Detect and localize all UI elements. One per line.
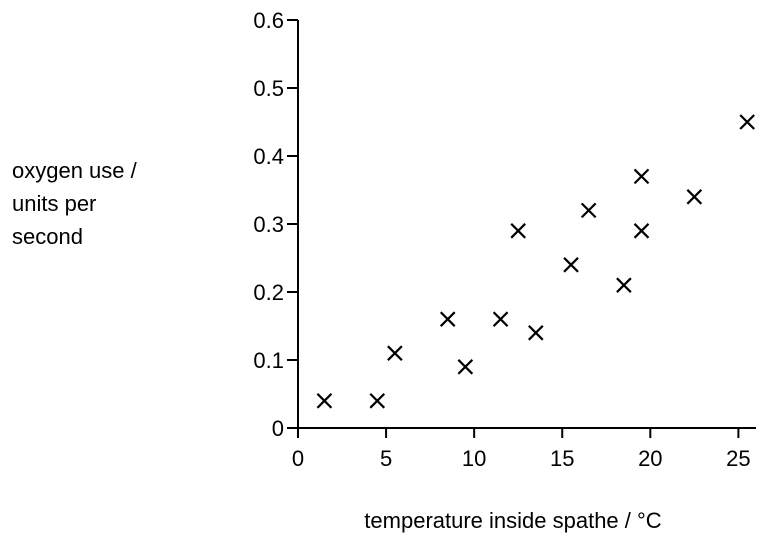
x-tick-label: 10 xyxy=(462,446,486,471)
cross-stroke xyxy=(616,277,632,293)
cross-stroke xyxy=(492,311,509,327)
ticks: 0 0.1 0.2 0.3 0.4 0.5 0.6 0 5 10 15 20 25 xyxy=(253,8,750,471)
data-point-cross xyxy=(457,359,474,375)
cross-stroke xyxy=(316,393,333,409)
data-point-cross xyxy=(369,393,386,409)
data-point-cross xyxy=(563,257,579,273)
data-point-cross xyxy=(492,311,509,327)
cross-stroke xyxy=(563,257,579,273)
x-tick-label: 25 xyxy=(726,446,750,471)
x-tick-label: 15 xyxy=(550,446,574,471)
data-point-cross xyxy=(739,114,755,130)
data-point-cross xyxy=(387,345,403,361)
data-point-cross xyxy=(528,325,544,341)
y-tick-label: 0.3 xyxy=(253,212,284,237)
data-point-cross xyxy=(633,223,650,239)
cross-stroke xyxy=(580,202,597,219)
data-point-cross xyxy=(316,393,333,409)
y-tick-label: 0.1 xyxy=(253,348,284,373)
cross-stroke xyxy=(686,189,703,205)
cross-stroke xyxy=(528,325,544,341)
data-point-cross xyxy=(510,223,526,239)
cross-stroke xyxy=(739,114,755,130)
x-axis-label: temperature inside spathe / °C xyxy=(364,508,662,533)
cross-stroke xyxy=(439,311,456,327)
x-tick-label: 0 xyxy=(292,446,304,471)
data-points xyxy=(316,114,755,409)
data-point-cross xyxy=(686,189,703,205)
y-axis-label-line-3: second xyxy=(12,224,83,249)
cross-stroke xyxy=(369,393,386,409)
cross-stroke xyxy=(510,223,526,239)
y-tick-label: 0.4 xyxy=(253,144,284,169)
cross-stroke xyxy=(387,345,403,361)
data-point-cross xyxy=(439,311,456,327)
data-point-cross xyxy=(580,202,597,219)
cross-stroke xyxy=(457,359,474,375)
y-axis-label-line-1: oxygen use / xyxy=(12,158,138,183)
cross-stroke xyxy=(633,168,650,185)
data-point-cross xyxy=(633,168,650,185)
y-axis-label-line-2: units per xyxy=(12,191,96,216)
x-tick-label: 5 xyxy=(380,446,392,471)
y-tick-label: 0 xyxy=(272,416,284,441)
data-point-cross xyxy=(616,277,632,293)
x-tick-label: 20 xyxy=(638,446,662,471)
y-tick-label: 0.5 xyxy=(253,76,284,101)
y-tick-label: 0.6 xyxy=(253,8,284,33)
cross-stroke xyxy=(633,223,650,239)
axes xyxy=(297,20,756,429)
y-tick-label: 0.2 xyxy=(253,280,284,305)
